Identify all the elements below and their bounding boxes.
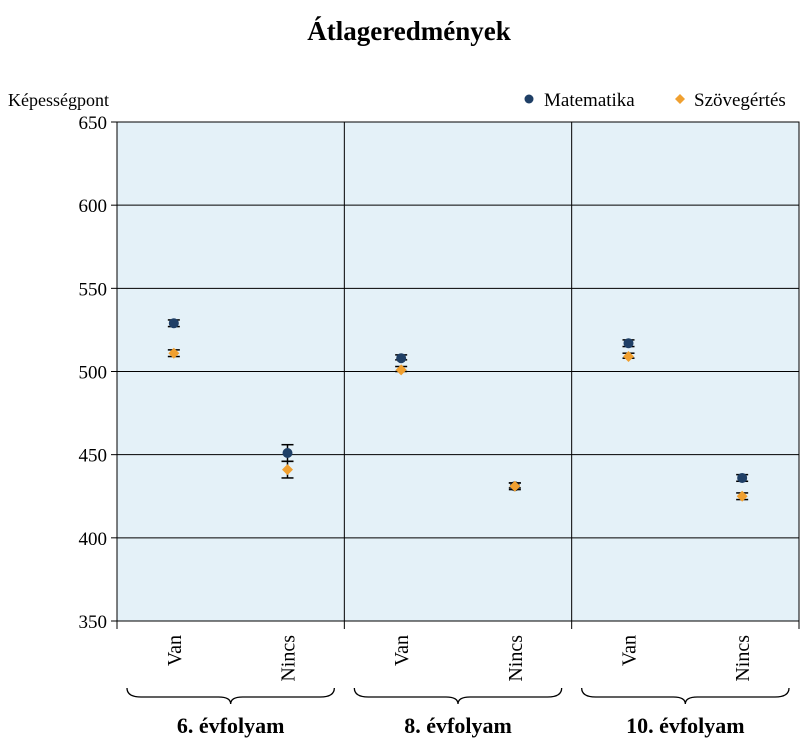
x-category-label: Nincs — [505, 635, 527, 682]
plot-area: 350 400 450 500 550 600 650 Van Nincs Van Nincs Van… — [79, 113, 800, 738]
legend-marker-matematika — [524, 94, 534, 104]
legend-label-szovegertes: Szövegértés — [694, 90, 786, 111]
y-tick-label: 350 — [79, 612, 108, 633]
data-point-matematika — [737, 472, 748, 483]
group-label: 10. évfolyam — [626, 713, 745, 738]
y-axis-label: Képességpont — [8, 90, 109, 110]
data-point-szovegertes — [282, 464, 293, 476]
x-category-label: Van — [391, 635, 413, 666]
data-point-szovegertes — [623, 351, 634, 363]
x-category-label: Nincs — [732, 635, 754, 682]
legend: Matematika Szövegértés — [524, 90, 786, 111]
group-brace — [353, 687, 563, 705]
group-brace — [581, 687, 790, 705]
group-brace — [126, 687, 335, 705]
data-point-szovegertes — [736, 490, 748, 502]
y-tick-label: 450 — [79, 446, 108, 467]
chart-title: Átlageredmények — [307, 16, 510, 46]
x-category-label: Van — [619, 635, 641, 666]
data-point-szovegertes — [168, 347, 180, 359]
data-point-szovegertes — [509, 480, 521, 492]
data-point-szovegertes — [395, 364, 407, 376]
data-point-matematika — [396, 353, 407, 364]
y-tick-label: 500 — [79, 363, 108, 384]
x-category-label: Nincs — [278, 635, 300, 682]
y-tick-label: 550 — [79, 279, 108, 300]
y-tick-label: 400 — [79, 529, 108, 550]
y-tick-label: 600 — [79, 196, 108, 217]
legend-label-matematika: Matematika — [544, 90, 635, 111]
group-label: 8. évfolyam — [404, 713, 512, 738]
data-point-matematika — [282, 448, 293, 459]
data-point-matematika — [623, 338, 634, 349]
y-tick-label: 650 — [79, 113, 108, 134]
group-label: 6. évfolyam — [177, 713, 285, 738]
x-category-label: Van — [164, 635, 186, 666]
data-point-matematika — [168, 318, 179, 329]
legend-marker-szovegertes — [675, 94, 685, 104]
